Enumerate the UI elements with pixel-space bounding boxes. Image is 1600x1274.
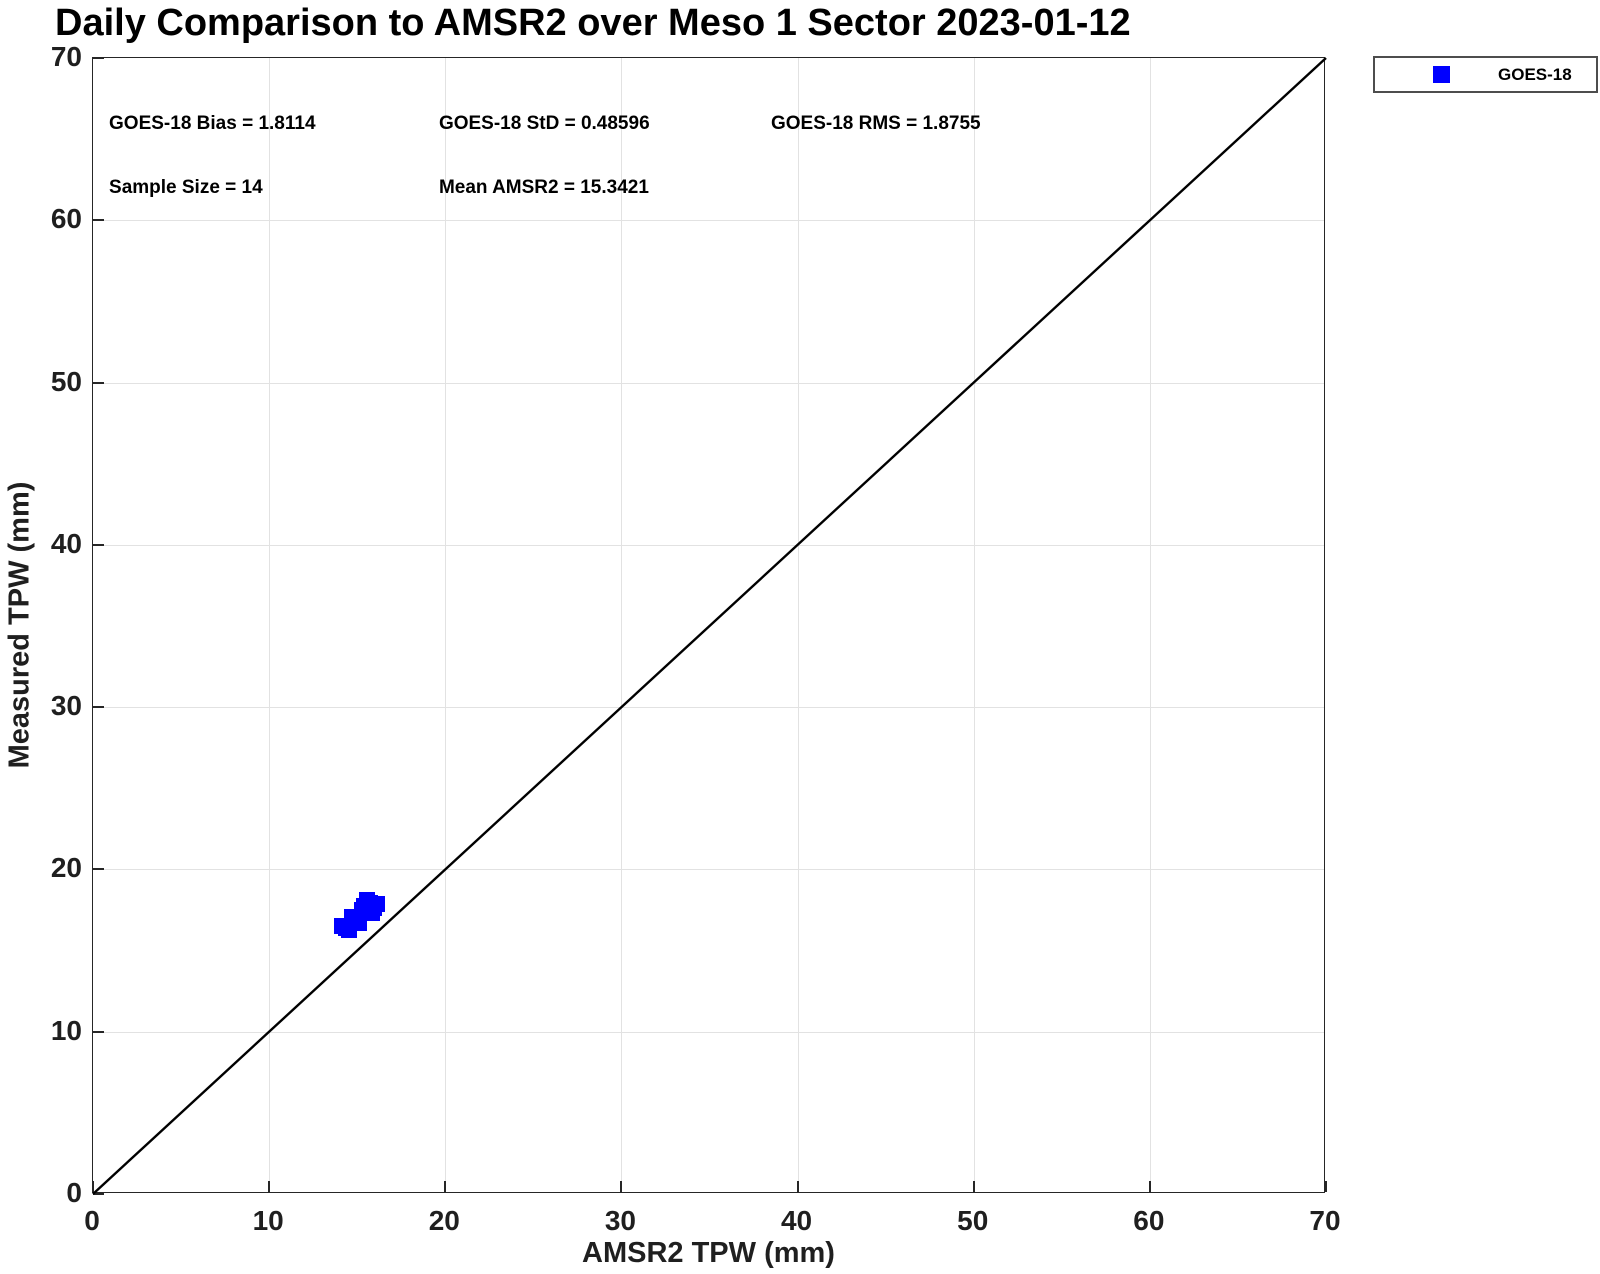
y-tick-label: 60 [50, 203, 82, 235]
stat-annotation: GOES-18 RMS = 1.8755 [770, 113, 981, 135]
y-tick-mark [93, 543, 104, 546]
x-tick-mark [972, 1181, 975, 1192]
y-tick-label: 50 [50, 365, 82, 397]
gridline-vertical [445, 58, 447, 1192]
y-tick-mark [93, 381, 104, 384]
gridline-vertical [797, 58, 799, 1192]
y-tick-mark [93, 868, 104, 871]
gridline-horizontal [93, 707, 1324, 709]
legend: GOES-18 [1373, 56, 1598, 93]
x-tick-label: 50 [957, 1205, 989, 1236]
gridline-horizontal [93, 869, 1324, 871]
gridline-horizontal [93, 382, 1324, 384]
legend-label: GOES-18 [1498, 64, 1572, 84]
identity-line [92, 57, 1327, 1195]
scatter-point [368, 895, 385, 912]
stat-annotation: GOES-18 StD = 0.48596 [438, 113, 650, 135]
x-tick-label: 0 [84, 1205, 100, 1236]
gridline-horizontal [93, 1031, 1324, 1033]
x-axis-label: AMSR2 TPW (mm) [582, 1237, 835, 1269]
gridline-vertical [621, 58, 623, 1192]
y-tick-label: 20 [50, 852, 82, 884]
stat-annotation: Mean AMSR2 = 15.3421 [438, 176, 649, 198]
y-tick-label: 10 [50, 1014, 82, 1046]
x-tick-mark [444, 1181, 447, 1192]
gridline-horizontal [93, 544, 1324, 546]
x-tick-mark [92, 1181, 94, 1192]
chart-title: Daily Comparison to AMSR2 over Meso 1 Se… [55, 2, 1131, 44]
x-tick-label: 60 [1133, 1205, 1165, 1236]
y-tick-label: 40 [50, 527, 82, 559]
stat-annotation: Sample Size = 14 [109, 176, 263, 198]
gridline-horizontal [93, 220, 1324, 222]
x-tick-mark [796, 1181, 799, 1192]
x-tick-label: 70 [1309, 1205, 1341, 1236]
chart-region: GOES-18 Bias = 1.8114 GOES-18 StD = 0.485… [4, 41, 1341, 1269]
x-tick-label: 40 [780, 1205, 813, 1236]
x-tick-mark [1148, 1181, 1151, 1192]
y-tick-label: 0 [66, 1177, 82, 1208]
gridline-vertical [973, 58, 975, 1192]
x-tick-label: 30 [604, 1205, 636, 1236]
x-tick-label: 20 [428, 1205, 460, 1236]
y-tick-mark [93, 219, 104, 222]
gridline-vertical [269, 58, 271, 1192]
y-tick-mark [93, 1193, 104, 1195]
y-tick-mark [93, 57, 104, 59]
legend-marker-square-icon [1433, 66, 1450, 83]
stat-annotation: GOES-18 Bias = 1.8114 [109, 113, 316, 135]
x-tick-mark [268, 1181, 271, 1192]
y-tick-label: 70 [50, 41, 82, 72]
x-tick-mark [1325, 1181, 1327, 1192]
x-tick-mark [620, 1181, 623, 1192]
y-tick-mark [93, 706, 104, 709]
y-axis-label: Measured TPW (mm) [3, 481, 36, 769]
x-tick-label: 10 [252, 1205, 284, 1236]
gridline-vertical [1149, 58, 1151, 1192]
plot-area: GOES-18 Bias = 1.8114 GOES-18 StD = 0.485… [92, 57, 1327, 1195]
y-tick-mark [93, 1030, 104, 1033]
y-tick-label: 30 [50, 690, 82, 722]
